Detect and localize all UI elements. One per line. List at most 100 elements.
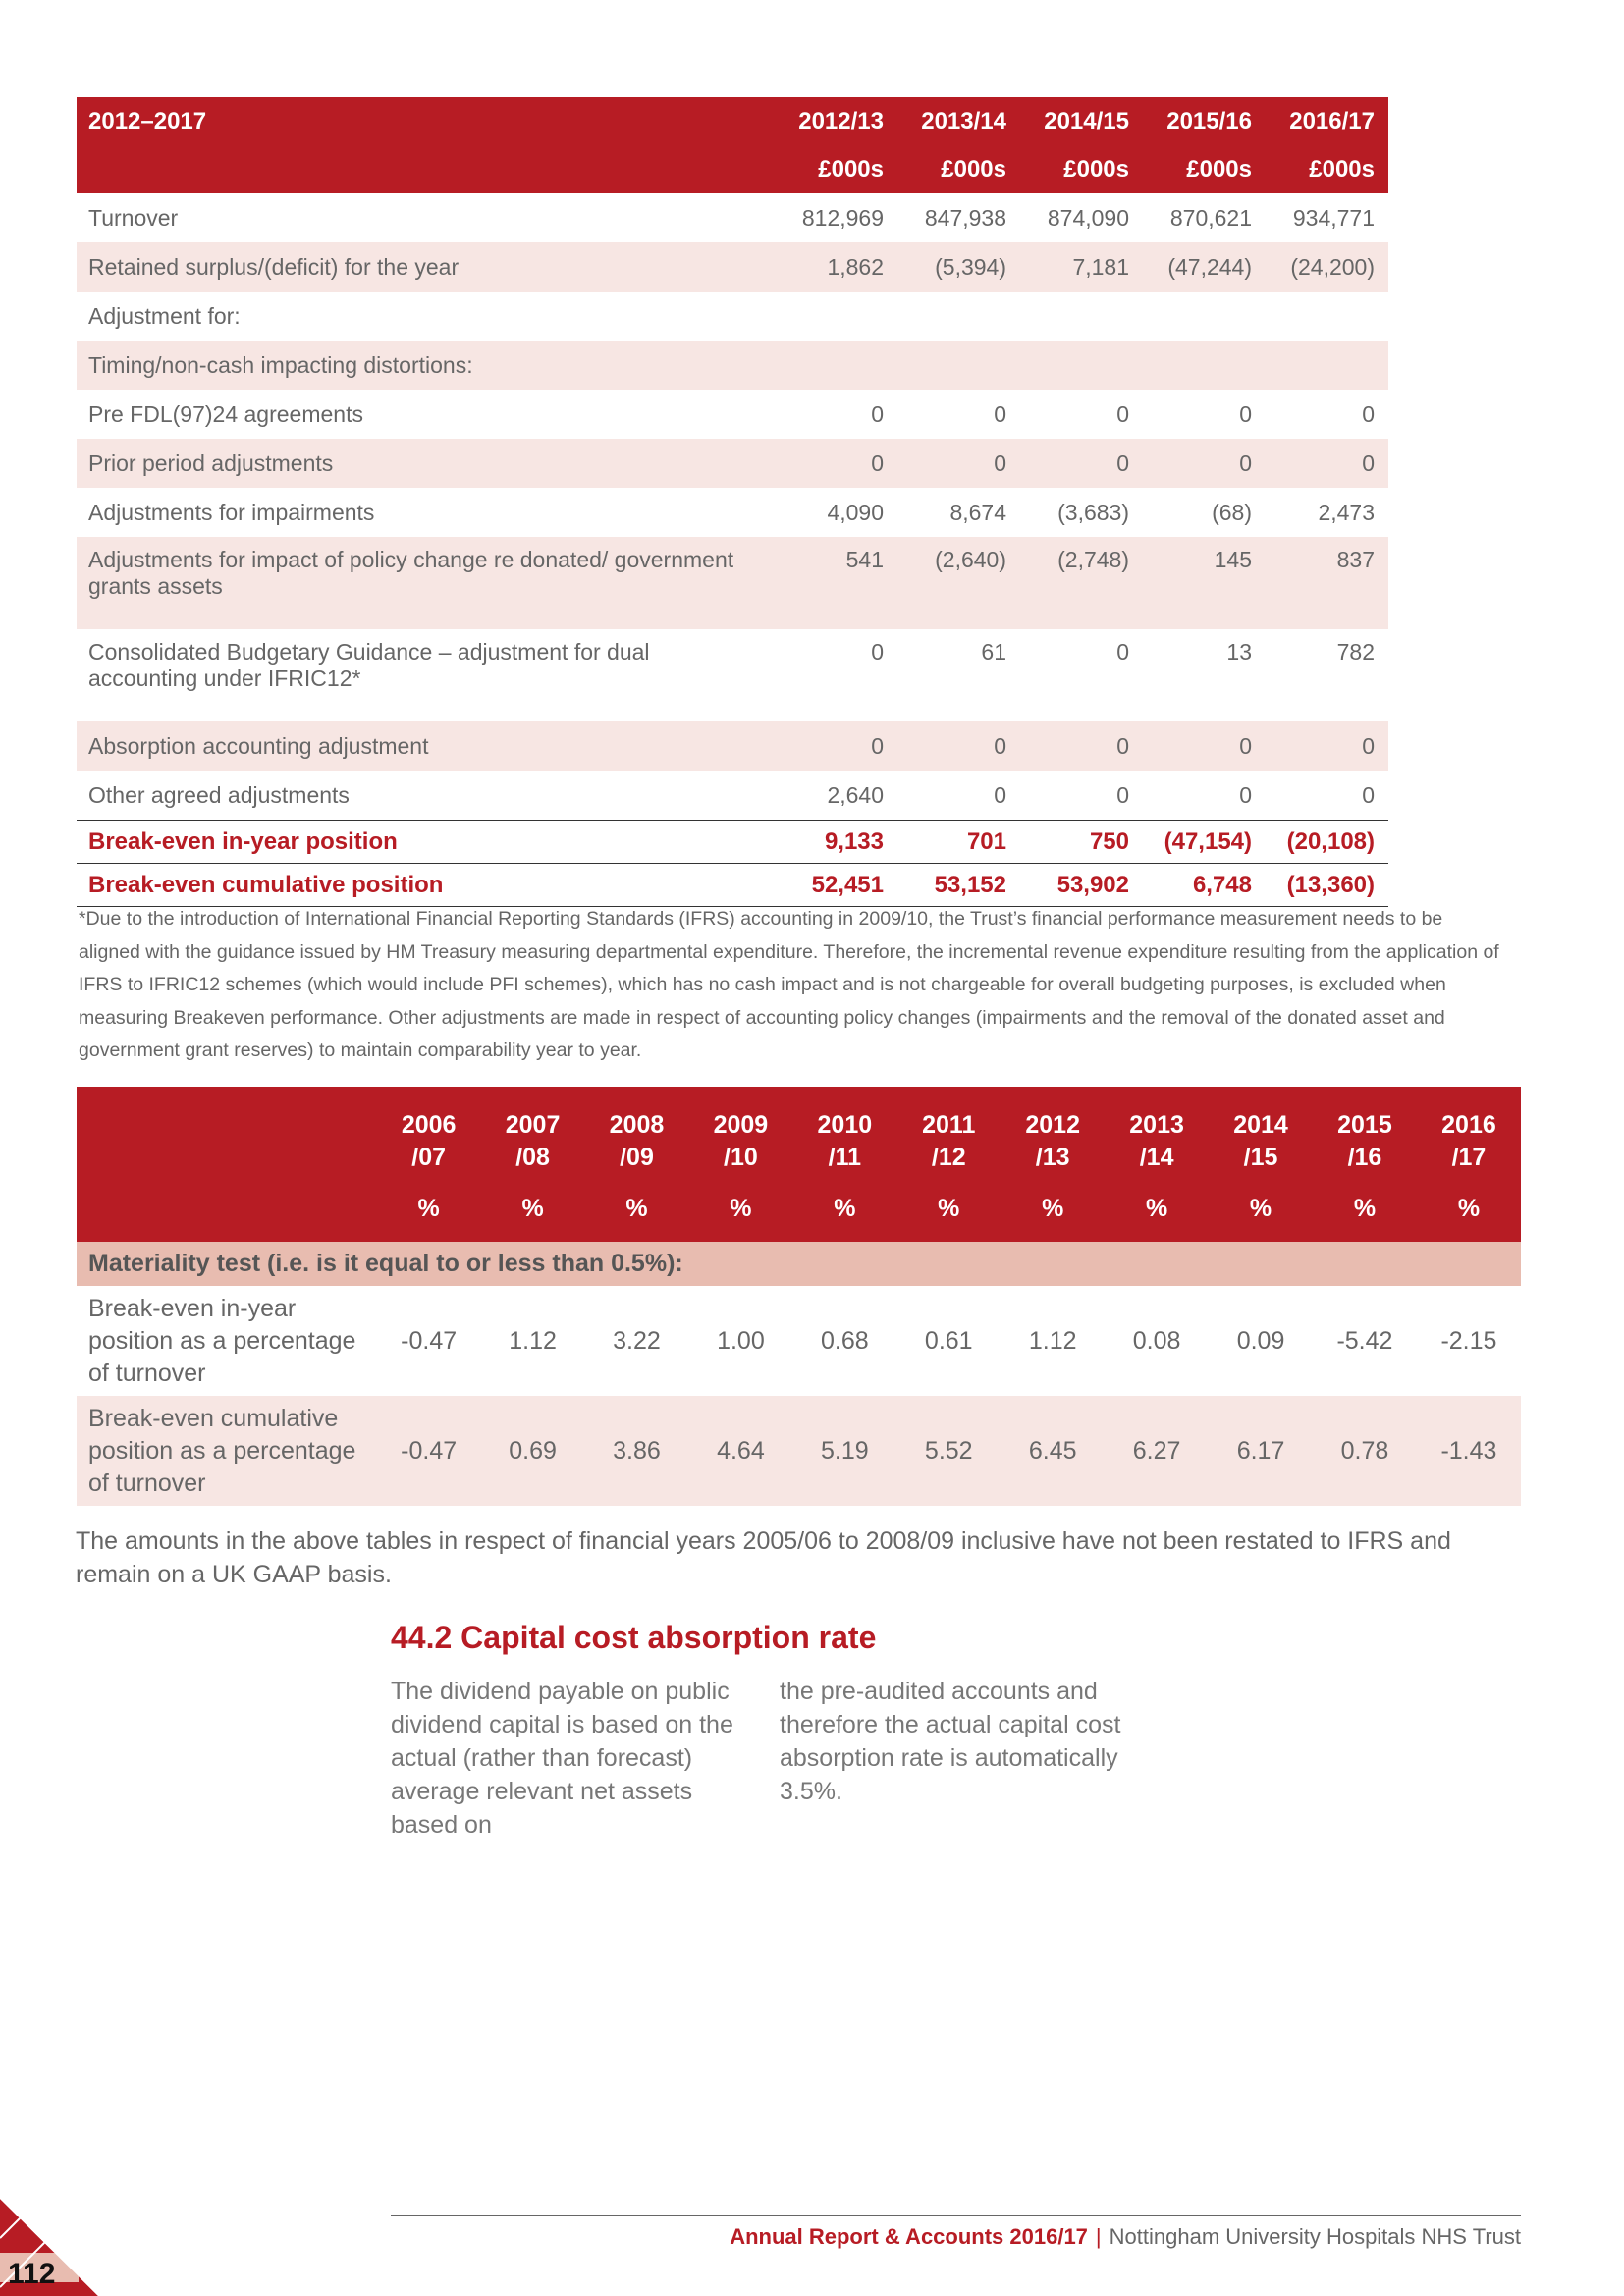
row-value: (2,748)	[1020, 537, 1143, 629]
table-row: Adjustments for impairments 4,090 8,674 (3,…	[77, 488, 1388, 537]
year-end: /16	[1347, 1144, 1382, 1171]
row-value: 2,473	[1318, 499, 1375, 525]
year-end: /11	[828, 1144, 862, 1171]
row-value: 145	[1143, 537, 1266, 629]
header-blank	[77, 1176, 377, 1242]
row-value	[1266, 341, 1388, 390]
row-label: Pre FDL(97)24 agreements	[88, 400, 363, 427]
footer-org: Nottingham University Hospitals NHS Trus…	[1109, 2224, 1521, 2249]
row-value: 0	[1266, 721, 1388, 771]
row-value: (3,683)	[1057, 499, 1129, 525]
row-value: 541	[775, 537, 897, 629]
row-value: 0	[1020, 721, 1143, 771]
row-label: Consolidated Budgetary Guidance – adjust…	[88, 639, 650, 691]
page-corner-graphic	[0, 2199, 108, 2296]
footnote: *Due to the introduction of Internationa…	[79, 908, 1499, 1061]
table-row: Consolidated Budgetary Guidance – adjust…	[77, 629, 1388, 721]
row-value: 0.09	[1236, 1326, 1285, 1355]
row-value: 0.78	[1312, 1396, 1417, 1506]
table-header-row: 2012–2017 2012/13 2013/14 2014/15 2015/16 201…	[77, 97, 1388, 145]
row-value: 0	[1362, 781, 1375, 808]
row-value	[775, 341, 897, 390]
total-label: Break-even cumulative position	[77, 863, 775, 907]
section-heading: 44.2 Capital cost absorption rate	[391, 1620, 877, 1655]
row-value: -0.47	[376, 1396, 481, 1506]
row-value: 0	[1266, 439, 1388, 488]
row-value: 934,771	[1292, 204, 1375, 231]
row-value: (47,244)	[1143, 242, 1266, 292]
materiality-label: Materiality test (i.e. is it equal to or…	[77, 1242, 1521, 1286]
table-row: Absorption accounting adjustment 0 0 0 0 0	[77, 721, 1388, 771]
row-value: 3.86	[584, 1396, 689, 1506]
row-label: Prior period adjustments	[77, 439, 775, 488]
header-year: 2016/17	[1416, 1087, 1521, 1176]
total-row: Break-even cumulative position 52,451 53,1…	[77, 863, 1388, 907]
row-value: 847,938	[924, 204, 1006, 231]
row-value: 0	[897, 439, 1020, 488]
row-value: (2,640)	[897, 537, 1020, 629]
header-year: 2014/15	[1020, 97, 1143, 145]
total-value: 53,152	[897, 863, 1020, 907]
row-value	[1266, 292, 1388, 341]
materiality-table: 2006/07 2007/08 2008/09 2009/10 2010/11 2011/…	[77, 1087, 1521, 1506]
year-end: /10	[724, 1144, 758, 1171]
year-start: 2008	[609, 1111, 665, 1139]
row-value: 5.52	[896, 1396, 1001, 1506]
row-value	[897, 292, 1020, 341]
year-start: 2009	[713, 1111, 769, 1139]
row-value: 3.22	[613, 1326, 661, 1355]
header-year: 2013/14	[897, 97, 1020, 145]
year-start: 2013	[1129, 1111, 1184, 1139]
header-unit: %	[1312, 1176, 1417, 1242]
row-value: 1,862	[775, 242, 897, 292]
header-year: 2007/08	[480, 1087, 585, 1176]
row-value: 7,181	[1020, 242, 1143, 292]
pct-header-row: 2006/07 2007/08 2008/09 2009/10 2010/11 2011/…	[77, 1087, 1521, 1176]
header-unit: %	[480, 1176, 585, 1242]
section-text-col2: the pre-audited accounts and therefore t…	[780, 1678, 1121, 1805]
header-year: 2013/14	[1105, 1087, 1210, 1176]
year-end: /08	[515, 1144, 550, 1171]
year-start: 2014	[1233, 1111, 1288, 1139]
header-year: 2016/17	[1266, 97, 1388, 145]
row-value: -5.42	[1336, 1326, 1393, 1355]
row-value: 6.17	[1209, 1396, 1313, 1506]
row-value: 61	[981, 639, 1006, 665]
row-value: 6.45	[1001, 1396, 1106, 1506]
year-end: /15	[1243, 1144, 1278, 1171]
row-value	[1020, 341, 1143, 390]
header-title: 2012–2017	[77, 97, 775, 145]
break-even-table: 2012–2017 2012/13 2013/14 2014/15 2015/16 201…	[77, 97, 1388, 907]
pct-row: Break-even in-year position as a percent…	[77, 1286, 1521, 1396]
row-value: 0.69	[480, 1396, 585, 1506]
header-unit: £000s	[897, 145, 1020, 193]
header-blank	[77, 1087, 377, 1176]
row-value: 0.08	[1132, 1326, 1181, 1355]
row-label: Other agreed adjustments	[88, 781, 350, 808]
header-year: 2011/12	[896, 1087, 1001, 1176]
row-value: 0	[1116, 781, 1129, 808]
restatement-note: The amounts in the above tables in respe…	[76, 1527, 1451, 1588]
table-row: Prior period adjustments 0 0 0 0 0	[77, 439, 1388, 488]
row-label: Adjustments for impairments	[88, 499, 375, 525]
row-label: Timing/non-cash impacting distortions:	[77, 341, 775, 390]
row-value: 0	[775, 721, 897, 771]
pct-unit-row: %%%%%%%%%%%	[77, 1176, 1521, 1242]
row-value	[1143, 292, 1266, 341]
total-value: 701	[897, 820, 1020, 864]
total-value: 6,748	[1143, 863, 1266, 907]
header-unit: %	[1001, 1176, 1106, 1242]
footer-report-title: Annual Report & Accounts 2016/17	[730, 2224, 1088, 2249]
row-value: 5.19	[792, 1396, 897, 1506]
row-value: 0	[1239, 400, 1252, 427]
row-value: 0	[1116, 400, 1129, 427]
header-year: 2008/09	[584, 1087, 689, 1176]
table-row: Adjustments for impact of policy change …	[77, 537, 1388, 629]
row-value: 0	[1362, 400, 1375, 427]
row-value	[1020, 292, 1143, 341]
total-label: Break-even in-year position	[77, 820, 775, 864]
row-label: Absorption accounting adjustment	[77, 721, 775, 771]
materiality-row: Materiality test (i.e. is it equal to or…	[77, 1242, 1521, 1286]
row-value: 0	[1143, 721, 1266, 771]
row-value	[897, 341, 1020, 390]
